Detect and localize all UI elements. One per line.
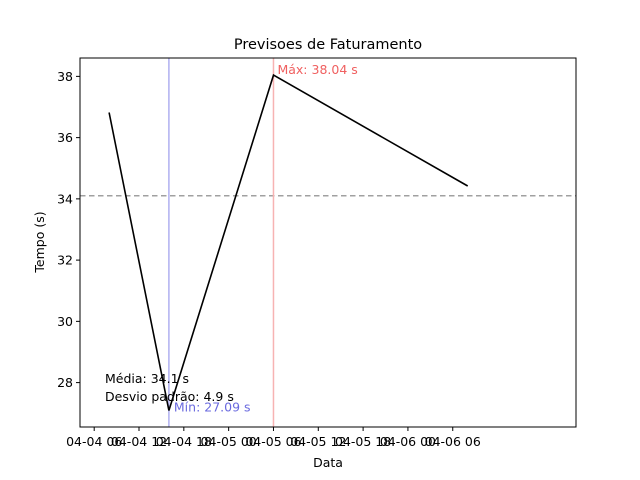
stats-mean: Média: 34.1 s	[105, 371, 189, 386]
y-tick-label: 36	[57, 130, 73, 145]
x-tick-label: 04-04 12	[111, 434, 167, 449]
y-tick-label: 30	[57, 314, 73, 329]
series-line	[108, 73, 469, 411]
x-tick-label: 04-05 18	[335, 434, 391, 449]
y-tick-label: 32	[57, 253, 73, 268]
y-tick-label: 28	[57, 375, 73, 390]
x-tick-label: 04-06 06	[425, 434, 481, 449]
y-axis-label: Tempo (s)	[32, 211, 47, 273]
x-tick-label: 04-05 06	[245, 434, 301, 449]
max-label: Máx: 38.04 s	[277, 62, 357, 77]
chart-title: Previsoes de Faturamento	[234, 37, 422, 53]
x-tick-label: 04-05 00	[201, 434, 257, 449]
y-tick-label: 38	[57, 69, 73, 84]
min-label: Mín: 27.09 s	[174, 399, 251, 414]
x-axis-label: Data	[313, 455, 343, 470]
axes-frame	[79, 57, 577, 428]
x-tick-label: 04-05 12	[290, 434, 346, 449]
x-tick-label: 04-04 06	[66, 434, 122, 449]
x-tick-label: 04-04 18	[156, 434, 212, 449]
y-tick-label: 34	[57, 191, 73, 206]
x-tick-label: 04-06 00	[380, 434, 436, 449]
stats-std: Desvio padrão: 4.9 s	[105, 389, 234, 404]
